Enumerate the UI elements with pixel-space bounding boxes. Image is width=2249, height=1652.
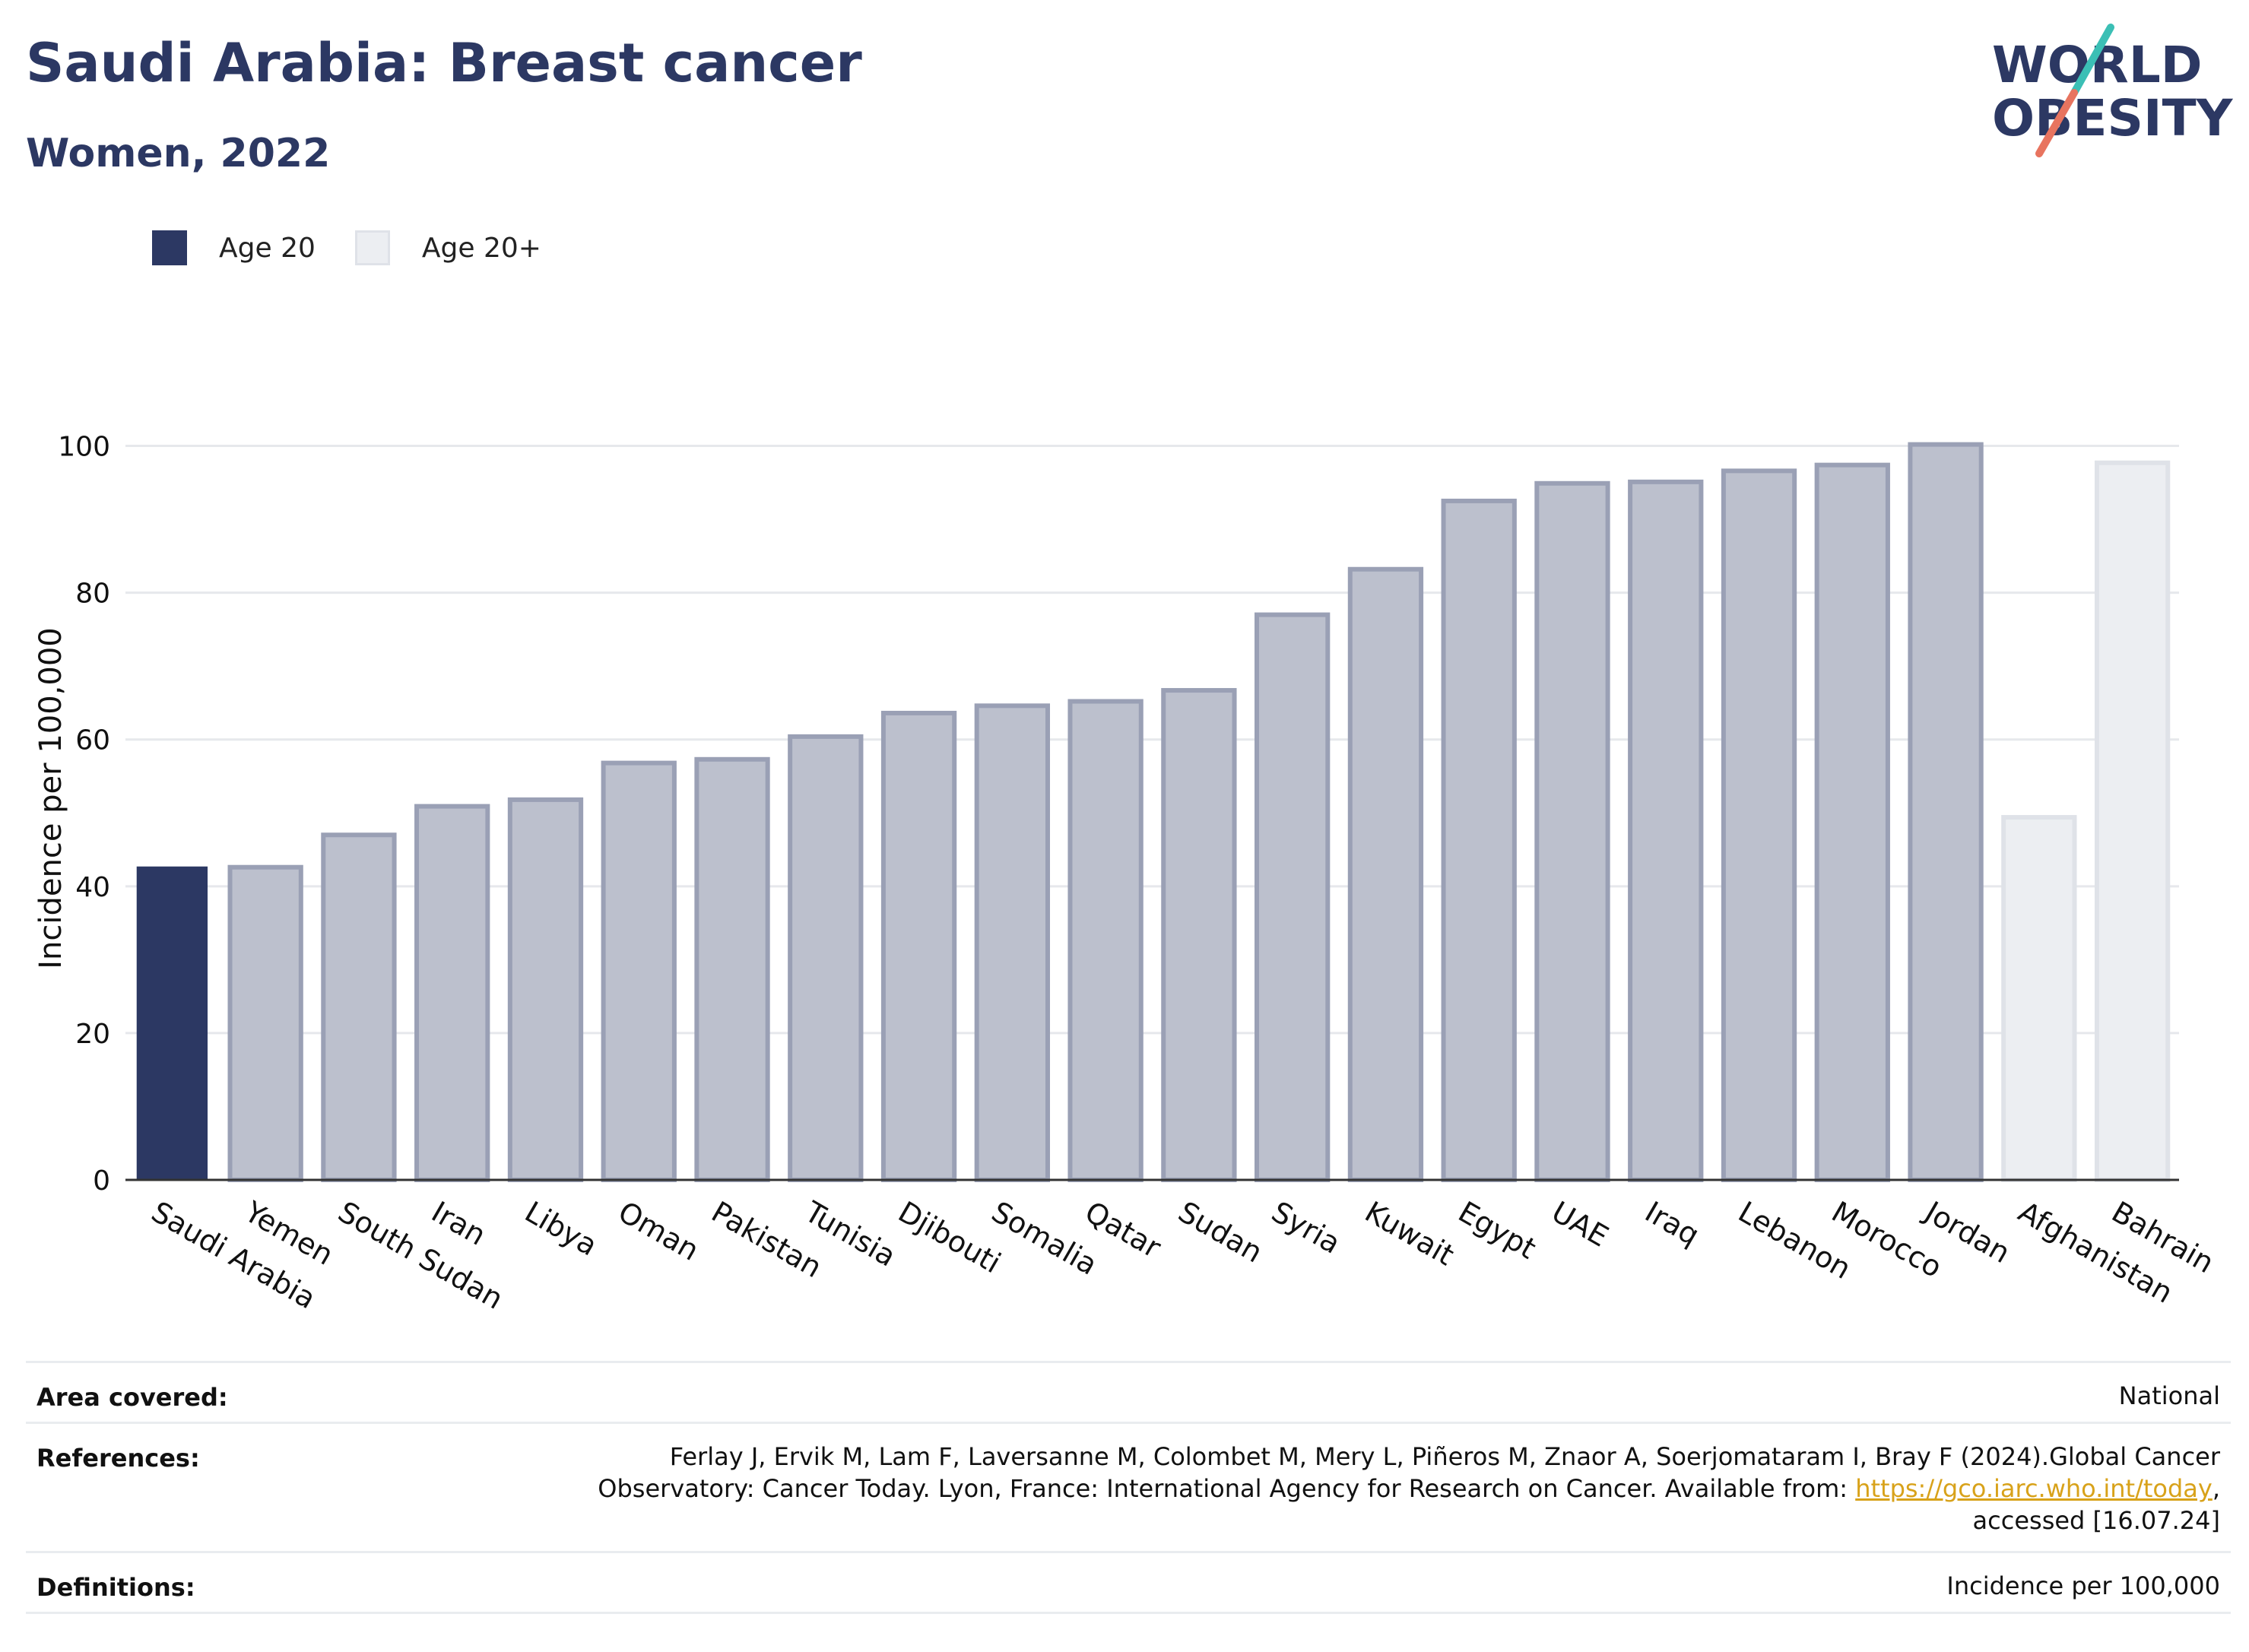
x-tick-label: Syria — [1266, 1195, 1346, 1260]
logo-slash-coral — [2035, 89, 2078, 157]
y-tick-label: 100 — [58, 432, 110, 463]
info-key-area: Area covered: — [36, 1383, 228, 1412]
legend-label-age-20-plus: Age 20+ — [421, 232, 541, 264]
x-tick-label: Somalia — [986, 1195, 1103, 1282]
x-tick-label: UAE — [1546, 1195, 1613, 1254]
bar-lebanon[interactable] — [1721, 468, 1797, 1182]
bar-somalia[interactable] — [974, 703, 1050, 1182]
reference-link[interactable]: https://gco.iarc.who.int/today — [1855, 1474, 2213, 1503]
bar-pakistan[interactable] — [694, 756, 770, 1182]
bar-morocco[interactable] — [1814, 462, 1890, 1182]
info-val-area: National — [2118, 1381, 2220, 1410]
bar-jordan[interactable] — [1908, 442, 1984, 1182]
chart-title: Saudi Arabia: Breast cancer — [26, 32, 862, 94]
reference-line-1: Ferlay J, Ervik M, Lam F, Laversanne M, … — [669, 1442, 2220, 1471]
x-tick-label: Libya — [519, 1195, 603, 1263]
bar-syria[interactable] — [1255, 612, 1331, 1182]
bar-libya[interactable] — [507, 797, 584, 1182]
legend-label-age-20: Age 20 — [219, 232, 316, 264]
y-tick-label: 20 — [75, 1019, 110, 1050]
x-tick-label: Iraq — [1639, 1195, 1705, 1252]
bar-sudan[interactable] — [1161, 688, 1237, 1182]
reference-line-3: accessed [16.07.24] — [1972, 1506, 2220, 1535]
bar-saudi-arabia[interactable] — [136, 866, 208, 1180]
bar-egypt[interactable] — [1441, 498, 1517, 1182]
info-val-references: Ferlay J, Ervik M, Lam F, Laversanne M, … — [598, 1441, 2220, 1536]
legend-item-age-20-plus[interactable]: Age 20+ — [354, 230, 541, 265]
bar-south-sudan[interactable] — [321, 832, 397, 1182]
world-obesity-logo: WORLD OBESITY — [1992, 24, 2234, 157]
x-tick-label: Oman — [613, 1195, 705, 1267]
info-bottom-rule — [26, 1612, 2231, 1614]
chart-subtitle: Women, 2022 — [26, 131, 331, 176]
legend-item-age-20[interactable]: Age 20 — [152, 230, 316, 265]
reference-line-2-end: , — [2212, 1474, 2220, 1503]
bar-layer — [136, 442, 2171, 1182]
x-tick-label: Kuwait — [1359, 1195, 1460, 1273]
bar-bahrain[interactable] — [2094, 460, 2171, 1182]
bar-yemen[interactable] — [227, 864, 303, 1182]
y-tick-label: 40 — [75, 872, 110, 903]
y-tick-label: 0 — [93, 1165, 110, 1197]
logo-slash-teal — [2070, 24, 2114, 97]
bar-djibouti[interactable] — [880, 710, 957, 1182]
x-tick-label: Iran — [426, 1195, 491, 1252]
y-tick-label: 60 — [75, 725, 110, 756]
y-tick-label: 80 — [75, 579, 110, 610]
bar-oman[interactable] — [601, 760, 677, 1182]
bar-tunisia[interactable] — [788, 734, 864, 1182]
bar-iraq[interactable] — [1628, 479, 1704, 1182]
x-tick-label: Sudan — [1172, 1195, 1268, 1270]
legend-swatch-age-20 — [152, 230, 187, 265]
info-row-area: Area covered: National — [26, 1361, 2231, 1424]
legend: Age 20 Age 20+ — [152, 227, 581, 269]
x-tick-label: Djibouti — [893, 1195, 1007, 1280]
reference-line-2-text: Observatory: Cancer Today. Lyon, France:… — [598, 1474, 1856, 1503]
bar-kuwait[interactable] — [1347, 566, 1424, 1182]
info-val-definitions: Incidence per 100,000 — [1946, 1571, 2220, 1600]
bar-iran[interactable] — [414, 804, 490, 1182]
bar-qatar[interactable] — [1067, 699, 1144, 1182]
info-key-definitions: Definitions: — [36, 1573, 195, 1602]
legend-swatch-age-20-plus — [354, 230, 390, 265]
info-key-references: References: — [36, 1444, 200, 1473]
reference-line-2: Observatory: Cancer Today. Lyon, France:… — [598, 1473, 2220, 1505]
info-row-references: References: Ferlay J, Ervik M, Lam F, La… — [26, 1422, 2231, 1553]
info-row-definitions: Definitions: Incidence per 100,000 — [26, 1551, 2231, 1614]
y-axis-title: Incidence per 100,000 — [33, 627, 68, 969]
x-tick-label: South Sudan — [332, 1195, 509, 1316]
bar-uae[interactable] — [1534, 480, 1610, 1182]
x-tick-label: Egypt — [1453, 1195, 1542, 1266]
bar-afghanistan[interactable] — [2001, 815, 2077, 1182]
logo-text-obesity: OBESITY — [1992, 89, 2234, 147]
